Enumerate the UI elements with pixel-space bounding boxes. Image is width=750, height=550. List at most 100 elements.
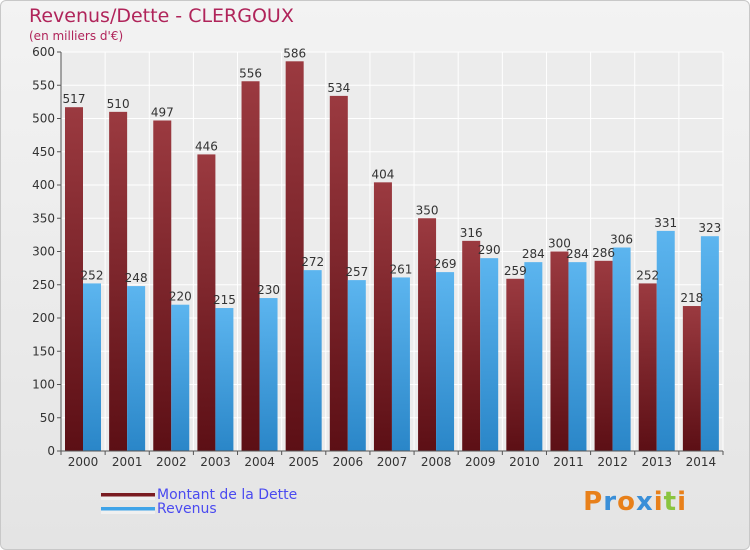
x-tick-label: 2004 bbox=[244, 455, 275, 469]
legend-swatch-debt bbox=[101, 493, 155, 500]
bar-dette bbox=[550, 251, 569, 451]
x-tick-label: 2003 bbox=[200, 455, 231, 469]
x-tick-label: 2005 bbox=[288, 455, 319, 469]
x-tick-label: 2000 bbox=[68, 455, 99, 469]
bar-dette bbox=[462, 240, 481, 451]
x-tick-label: 2002 bbox=[156, 455, 187, 469]
bar-revenus bbox=[391, 277, 410, 451]
x-tick-label: 2010 bbox=[509, 455, 540, 469]
data-label-dette: 316 bbox=[460, 226, 483, 240]
bar-dette bbox=[638, 283, 657, 451]
y-tick-label: 350 bbox=[32, 211, 55, 225]
logo-letter: o bbox=[617, 487, 636, 517]
y-tick-label: 600 bbox=[32, 45, 55, 59]
y-tick-label: 550 bbox=[32, 78, 55, 92]
data-label-dette: 517 bbox=[63, 92, 86, 106]
bar-revenus bbox=[171, 304, 190, 451]
data-label-dette: 446 bbox=[195, 139, 218, 153]
x-tick-label: 2009 bbox=[465, 455, 496, 469]
data-label-revenus: 331 bbox=[654, 216, 677, 230]
data-label-dette: 534 bbox=[327, 81, 350, 95]
bar-revenus bbox=[127, 286, 146, 451]
bar-dette bbox=[285, 61, 304, 452]
bar-dette bbox=[594, 260, 613, 451]
bar-revenus bbox=[303, 270, 322, 451]
data-label-dette: 252 bbox=[636, 268, 659, 282]
data-label-revenus: 220 bbox=[169, 290, 192, 304]
data-label-revenus: 215 bbox=[213, 293, 236, 307]
data-label-dette: 556 bbox=[239, 66, 262, 80]
bar-revenus bbox=[568, 262, 587, 451]
bar-revenus bbox=[83, 283, 101, 451]
data-label-dette: 510 bbox=[107, 97, 130, 111]
bar-revenus bbox=[215, 308, 234, 451]
logo-letter: P bbox=[583, 487, 604, 517]
data-label-dette: 218 bbox=[680, 291, 703, 305]
x-tick-label: 2001 bbox=[112, 455, 143, 469]
data-label-revenus: 230 bbox=[257, 283, 280, 297]
bar-dette bbox=[418, 218, 437, 451]
bar-revenus bbox=[480, 258, 499, 451]
chart-title: Revenus/Dette - CLERGOUX bbox=[29, 5, 294, 27]
data-label-revenus: 261 bbox=[389, 262, 412, 276]
y-tick-label: 300 bbox=[32, 245, 55, 259]
data-label-dette: 259 bbox=[504, 264, 527, 278]
y-tick-label: 250 bbox=[32, 278, 55, 292]
data-label-revenus: 290 bbox=[478, 243, 501, 257]
x-tick-label: 2008 bbox=[421, 455, 452, 469]
data-label-dette: 350 bbox=[416, 203, 439, 217]
x-tick-label: 2014 bbox=[686, 455, 717, 469]
bar-revenus bbox=[656, 230, 675, 451]
legend-label-debt: Montant de la Dette bbox=[157, 487, 298, 503]
bar-dette bbox=[109, 111, 128, 451]
y-tick-label: 0 bbox=[47, 444, 55, 458]
bar-revenus bbox=[700, 236, 719, 451]
data-label-revenus: 252 bbox=[81, 268, 104, 282]
x-tick-label: 2007 bbox=[377, 455, 408, 469]
y-tick-label: 50 bbox=[40, 411, 55, 425]
bar-dette bbox=[197, 154, 216, 451]
data-label-revenus: 323 bbox=[698, 221, 721, 235]
data-label-dette: 586 bbox=[283, 46, 306, 60]
bar-revenus bbox=[524, 262, 543, 451]
bar-revenus bbox=[347, 280, 366, 451]
bar-dette bbox=[241, 81, 260, 451]
logo-letter: i bbox=[677, 487, 687, 517]
y-tick-label: 200 bbox=[32, 311, 55, 325]
y-tick-label: 400 bbox=[32, 178, 55, 192]
x-tick-label: 2013 bbox=[642, 455, 673, 469]
x-tick-label: 2006 bbox=[333, 455, 364, 469]
proxiti-logo: Proxiti bbox=[583, 487, 687, 517]
data-label-revenus: 284 bbox=[522, 247, 545, 261]
bar-dette bbox=[682, 306, 701, 451]
legend-label-revenus: Revenus bbox=[157, 501, 217, 517]
logo-letter: t bbox=[663, 487, 678, 517]
data-label-dette: 300 bbox=[548, 237, 571, 251]
data-label-revenus: 248 bbox=[125, 271, 148, 285]
y-tick-label: 100 bbox=[32, 378, 55, 392]
data-label-revenus: 272 bbox=[301, 255, 324, 269]
bar-dette bbox=[153, 120, 172, 452]
data-label-dette: 404 bbox=[371, 167, 394, 181]
data-label-dette: 286 bbox=[592, 246, 615, 260]
bar-dette bbox=[329, 95, 348, 451]
legend-swatch-revenus bbox=[101, 507, 155, 514]
bar-dette bbox=[506, 278, 525, 451]
logo-letter: x bbox=[635, 487, 654, 517]
data-label-revenus: 257 bbox=[345, 265, 368, 279]
data-label-revenus: 284 bbox=[566, 247, 589, 261]
bar-dette bbox=[373, 182, 392, 451]
bar-revenus bbox=[436, 272, 455, 451]
logo-letter: r bbox=[603, 487, 618, 517]
bar-revenus bbox=[612, 247, 631, 451]
y-tick-label: 450 bbox=[32, 145, 55, 159]
logo-letter: i bbox=[653, 487, 664, 517]
chart-subtitle: (en milliers d'€) bbox=[29, 29, 124, 43]
x-tick-label: 2011 bbox=[553, 455, 584, 469]
y-tick-label: 500 bbox=[32, 112, 55, 126]
bar-revenus bbox=[259, 298, 278, 451]
x-tick-label: 2012 bbox=[597, 455, 628, 469]
bar-dette bbox=[65, 107, 83, 451]
